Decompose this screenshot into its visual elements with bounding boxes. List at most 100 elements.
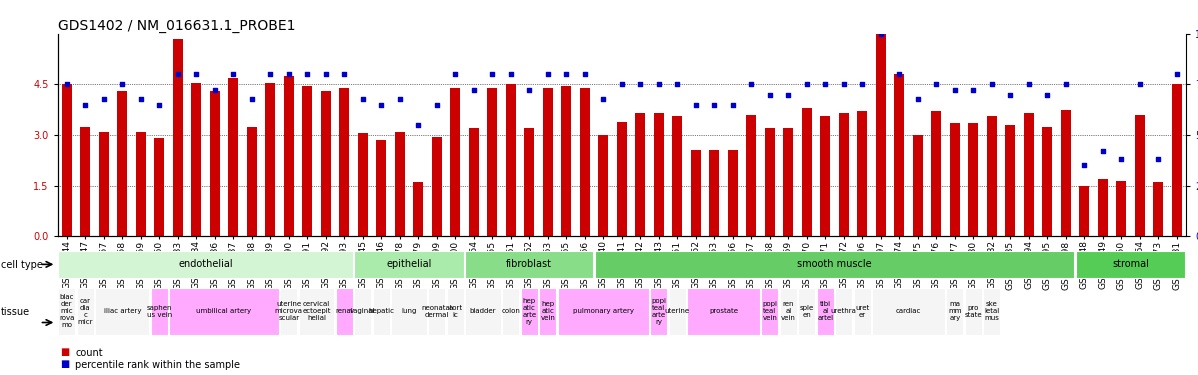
Text: umbilical artery: umbilical artery (196, 308, 252, 314)
Bar (80, 127, 90, 236)
Bar (984, 288, 1000, 335)
Bar (59, 288, 75, 335)
Bar (764, 128, 775, 236)
Bar (265, 83, 276, 236)
Bar (964, 288, 981, 335)
Bar (688, 288, 760, 335)
Point (242, 96, 261, 102)
Bar (1172, 84, 1182, 236)
Text: tibi
al
artel: tibi al artel (817, 301, 834, 321)
Point (187, 71, 206, 77)
Bar (1097, 179, 1108, 236)
Bar (355, 251, 464, 278)
Text: blac
der
mic
rova
mo: blac der mic rova mo (59, 294, 74, 328)
Bar (302, 86, 313, 236)
Bar (872, 288, 944, 335)
Bar (96, 288, 149, 335)
Point (150, 102, 169, 108)
Bar (1076, 251, 1185, 278)
Point (797, 81, 816, 87)
Text: tissue: tissue (1, 307, 30, 317)
Bar (543, 88, 552, 236)
Point (724, 102, 743, 108)
Point (1037, 92, 1057, 98)
Text: popi
teal
vein: popi teal vein (762, 301, 778, 321)
Bar (1117, 181, 1126, 236)
Point (168, 71, 187, 77)
Point (1057, 81, 1076, 87)
Bar (394, 132, 405, 236)
Bar (672, 116, 683, 236)
Bar (727, 150, 738, 236)
Point (501, 71, 520, 77)
Bar (173, 39, 183, 236)
Bar (1154, 182, 1163, 236)
Text: ■: ■ (60, 348, 69, 357)
Bar (709, 150, 719, 236)
Text: ske
letal
mus: ske letal mus (984, 301, 999, 321)
Bar (558, 288, 648, 335)
Bar (651, 288, 667, 335)
Point (113, 81, 132, 87)
Bar (502, 288, 519, 335)
Text: pro
state: pro state (964, 305, 982, 318)
Point (131, 96, 150, 102)
Bar (839, 113, 849, 236)
Text: cervical
ectoepit
helial: cervical ectoepit helial (302, 301, 331, 321)
Bar (450, 88, 460, 236)
Point (1094, 148, 1113, 154)
Point (704, 102, 724, 108)
Point (95, 96, 114, 102)
Bar (355, 288, 371, 335)
Point (779, 92, 798, 98)
Point (649, 81, 668, 87)
Text: sple
en: sple en (799, 305, 813, 318)
Text: hep
atic
arte
ry: hep atic arte ry (522, 298, 537, 325)
Point (742, 81, 761, 87)
Bar (376, 140, 386, 236)
Bar (247, 127, 256, 236)
Bar (561, 86, 571, 236)
Bar (635, 113, 646, 236)
Text: renal: renal (335, 308, 353, 314)
Point (391, 96, 410, 102)
Bar (931, 111, 942, 236)
Text: fibroblast: fibroblast (507, 260, 552, 269)
Point (982, 81, 1002, 87)
Bar (192, 83, 201, 236)
Text: stromal: stromal (1112, 260, 1149, 269)
Text: uterine
microva
scular: uterine microva scular (274, 301, 303, 321)
Text: uterine: uterine (665, 308, 690, 314)
Point (279, 71, 298, 77)
Bar (468, 128, 479, 236)
Point (538, 71, 557, 77)
Bar (284, 76, 294, 236)
Point (224, 71, 243, 77)
Text: cell type: cell type (1, 261, 43, 270)
Bar (431, 137, 442, 236)
Point (261, 71, 280, 77)
Point (1075, 162, 1094, 168)
Bar (521, 288, 538, 335)
Text: endothelial: endothelial (179, 260, 232, 269)
Point (1167, 71, 1186, 77)
Bar (946, 288, 963, 335)
Point (446, 71, 465, 77)
Point (630, 81, 649, 87)
Point (409, 122, 428, 128)
Bar (539, 288, 556, 335)
Text: saphen
us vein: saphen us vein (146, 305, 173, 318)
Bar (598, 135, 609, 236)
Point (963, 87, 982, 93)
Point (908, 96, 927, 102)
Bar (668, 288, 685, 335)
Bar (506, 84, 516, 236)
Bar (858, 111, 867, 236)
Point (1130, 81, 1149, 87)
Bar (968, 123, 979, 236)
Bar (1005, 125, 1016, 236)
Bar (821, 116, 830, 236)
Point (667, 81, 686, 87)
Text: pulmonary artery: pulmonary artery (573, 308, 634, 314)
Bar (429, 288, 446, 335)
